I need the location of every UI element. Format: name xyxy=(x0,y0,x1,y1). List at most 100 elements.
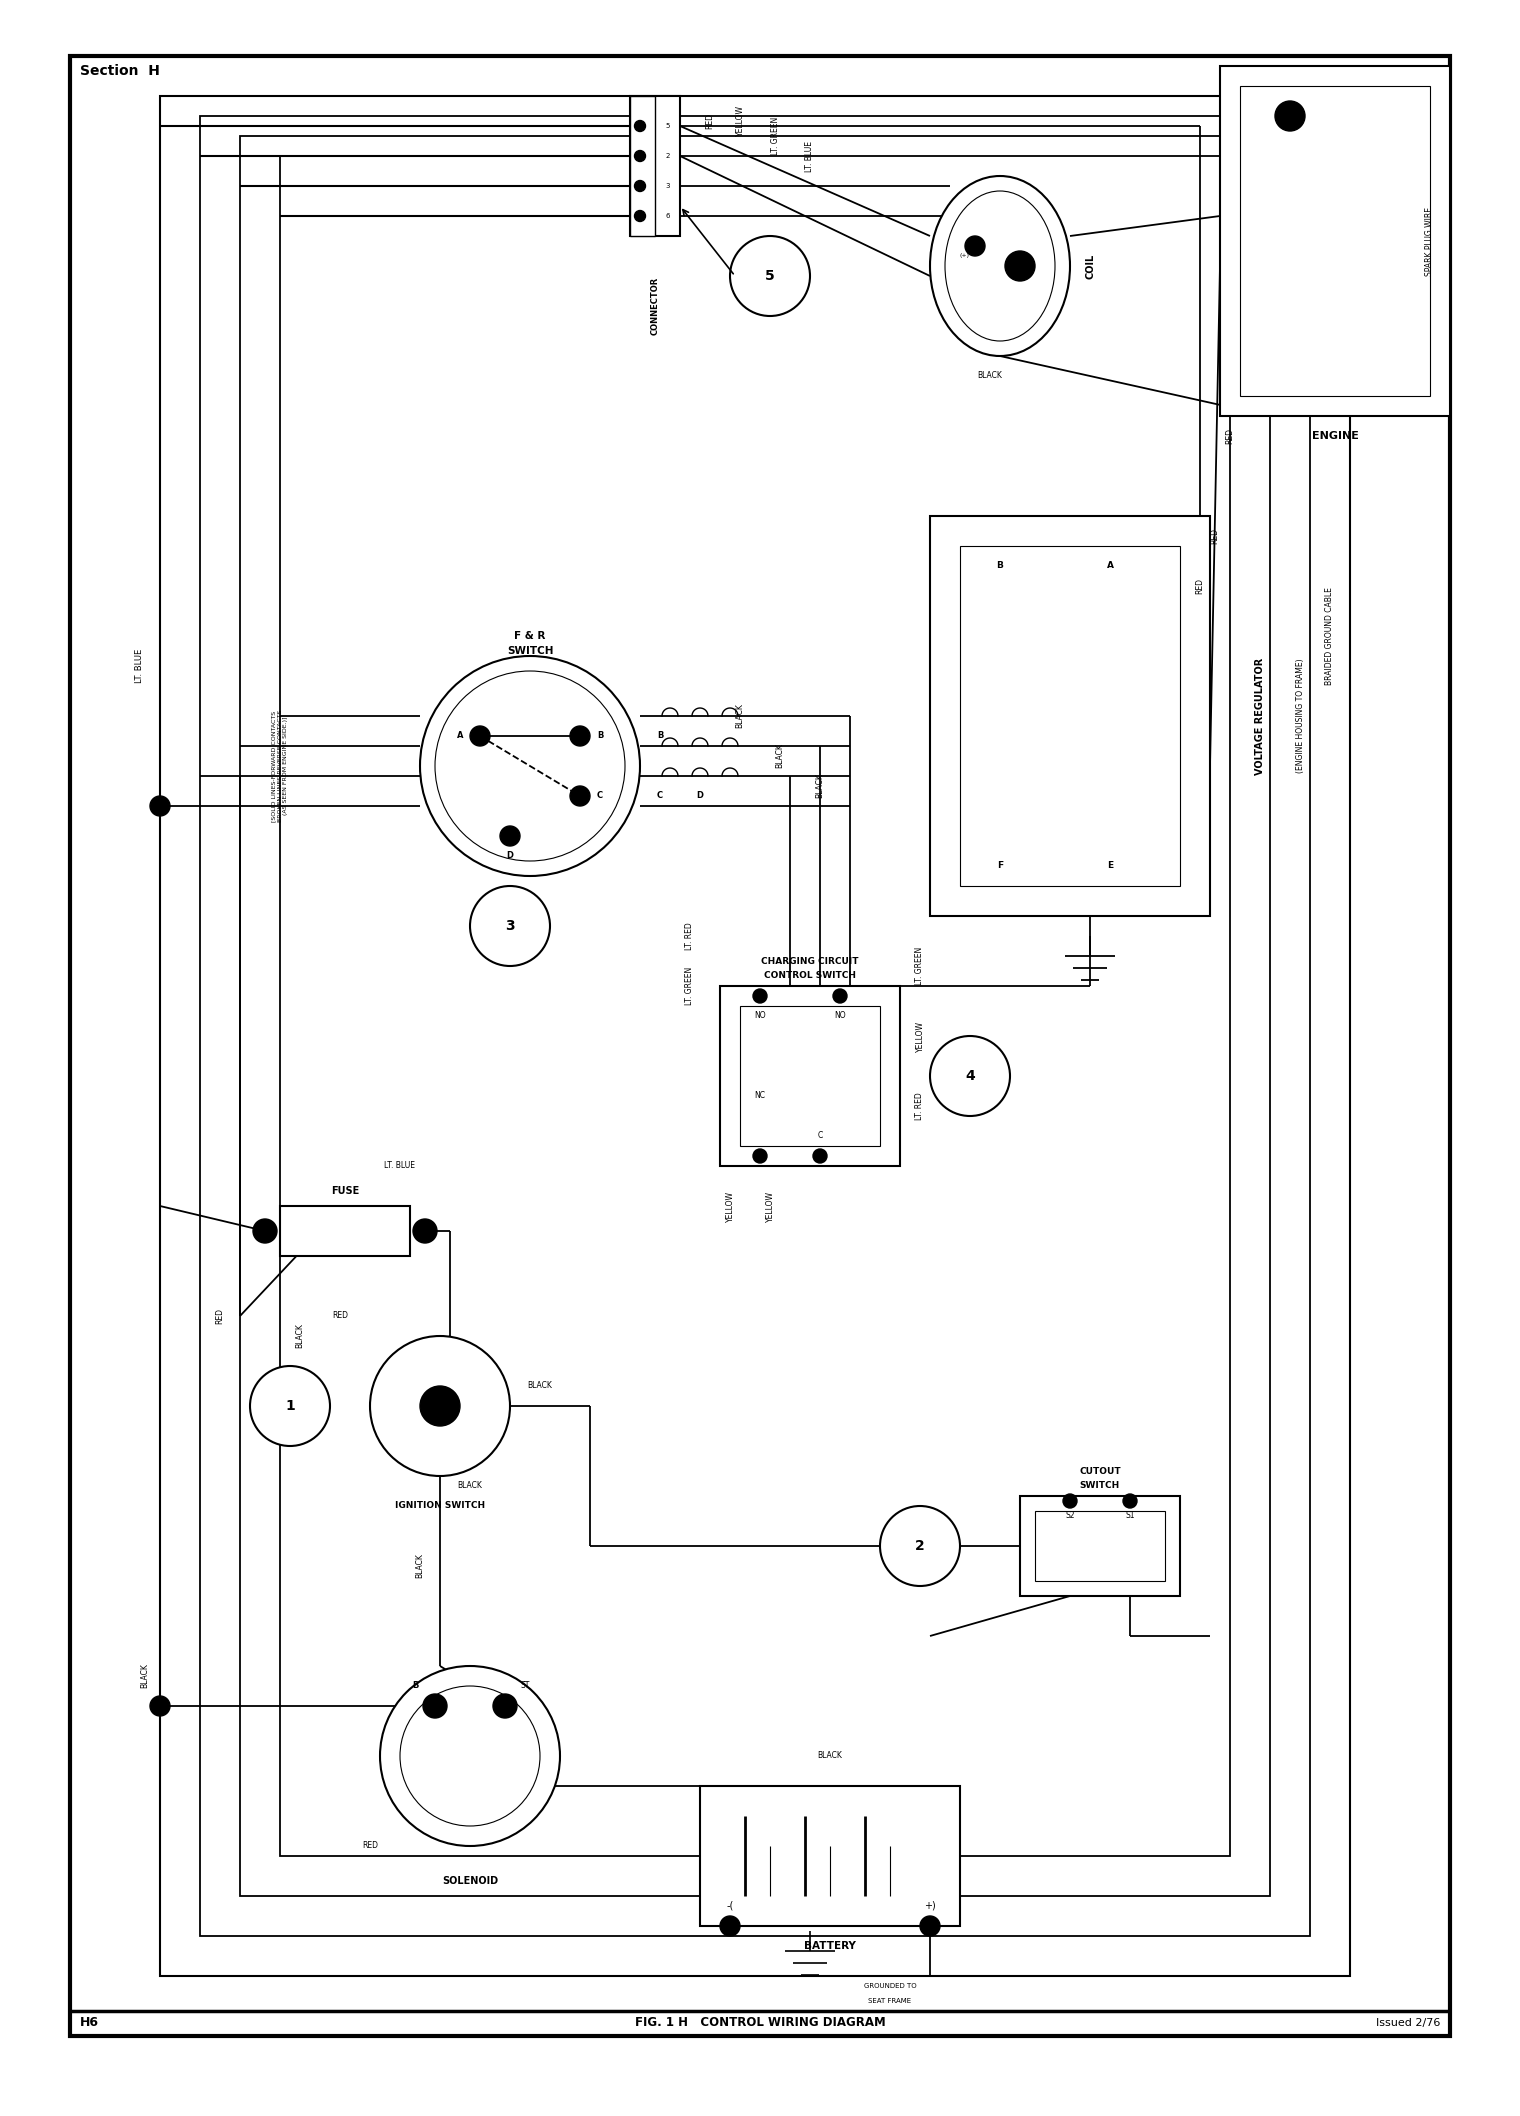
Text: RED: RED xyxy=(1196,578,1204,595)
Text: Section  H: Section H xyxy=(81,63,160,78)
Text: NO: NO xyxy=(754,1011,766,1020)
Bar xyxy=(201,116,1310,1936)
Text: (ENGINE HOUSING TO FRAME): (ENGINE HOUSING TO FRAME) xyxy=(1295,658,1304,772)
Bar xyxy=(1221,66,1450,417)
Text: LT. RED: LT. RED xyxy=(915,1092,924,1119)
Text: CUTOUT: CUTOUT xyxy=(1079,1466,1120,1475)
Text: NC: NC xyxy=(754,1092,766,1100)
Text: BLACK: BLACK xyxy=(415,1553,424,1579)
Text: LT. GREEN: LT. GREEN xyxy=(686,967,695,1005)
Text: SWITCH: SWITCH xyxy=(506,645,553,656)
Text: COIL: COIL xyxy=(1085,254,1094,279)
Text: D: D xyxy=(696,791,704,800)
Circle shape xyxy=(435,671,625,861)
Circle shape xyxy=(965,237,985,256)
Text: B: B xyxy=(412,1682,418,1691)
Text: BATTERY: BATTERY xyxy=(804,1940,856,1951)
Text: 4: 4 xyxy=(965,1069,974,1083)
Text: YELLOW: YELLOW xyxy=(725,1191,734,1221)
Ellipse shape xyxy=(930,176,1070,355)
Bar xyxy=(629,95,655,237)
Text: D: D xyxy=(506,851,514,861)
Text: 5: 5 xyxy=(666,123,670,129)
Text: BLACK: BLACK xyxy=(816,774,824,798)
Text: VOLTAGE REGULATOR: VOLTAGE REGULATOR xyxy=(1256,658,1265,774)
Circle shape xyxy=(720,1915,740,1936)
Text: A: A xyxy=(1107,561,1114,571)
Circle shape xyxy=(634,180,646,193)
Text: CONNECTOR: CONNECTOR xyxy=(651,277,660,334)
Circle shape xyxy=(813,1149,827,1164)
Text: 2: 2 xyxy=(915,1538,924,1553)
Circle shape xyxy=(930,1037,1009,1115)
Text: BLACK: BLACK xyxy=(818,1752,842,1761)
Text: FIG. 1 H   CONTROL WIRING DIAGRAM: FIG. 1 H CONTROL WIRING DIAGRAM xyxy=(635,2017,885,2029)
Text: [SOLID LINES-FORWARD CONTACTS
BROKEN LINES-REVERSE CONTACTS
(AS SEEN FROM ENGINE: [SOLID LINES-FORWARD CONTACTS BROKEN LIN… xyxy=(272,709,289,823)
Text: B: B xyxy=(597,732,603,741)
Circle shape xyxy=(880,1507,961,1587)
Text: SEAT FRAME: SEAT FRAME xyxy=(868,1998,912,2004)
Text: YELLOW: YELLOW xyxy=(736,106,745,138)
Bar xyxy=(930,516,1210,916)
Circle shape xyxy=(570,785,590,806)
Text: SWITCH: SWITCH xyxy=(1079,1481,1120,1490)
Text: SOLENOID: SOLENOID xyxy=(442,1877,499,1885)
Text: RED: RED xyxy=(1225,427,1234,444)
Text: BLACK: BLACK xyxy=(458,1481,482,1490)
Text: S1: S1 xyxy=(1125,1511,1135,1521)
Bar xyxy=(160,95,1350,1976)
Circle shape xyxy=(369,1335,511,1477)
Text: LT. BLUE: LT. BLUE xyxy=(385,1162,415,1170)
Text: S2: S2 xyxy=(1066,1511,1075,1521)
Text: F & R: F & R xyxy=(514,631,546,641)
Circle shape xyxy=(920,1915,939,1936)
Circle shape xyxy=(150,1697,170,1716)
Text: YELLOW: YELLOW xyxy=(766,1191,775,1221)
Text: 1: 1 xyxy=(286,1399,295,1413)
Text: CONTROL SWITCH: CONTROL SWITCH xyxy=(765,971,856,980)
Circle shape xyxy=(492,1695,517,1718)
Text: GROUNDED TO: GROUNDED TO xyxy=(863,1983,917,1989)
Circle shape xyxy=(252,1219,277,1242)
Circle shape xyxy=(730,237,810,315)
Circle shape xyxy=(634,150,646,161)
Circle shape xyxy=(413,1219,438,1242)
Text: C: C xyxy=(657,791,663,800)
Circle shape xyxy=(570,726,590,747)
Text: BLACK: BLACK xyxy=(775,743,784,768)
Circle shape xyxy=(752,988,768,1003)
Text: RED: RED xyxy=(362,1841,378,1852)
Text: Issued 2/76: Issued 2/76 xyxy=(1376,2019,1439,2027)
Text: ENGINE: ENGINE xyxy=(1312,432,1359,440)
Text: LT. BLUE: LT. BLUE xyxy=(135,650,144,683)
Text: BLACK: BLACK xyxy=(527,1382,552,1390)
Text: NO: NO xyxy=(834,1011,845,1020)
Bar xyxy=(1035,1511,1164,1581)
Text: 2: 2 xyxy=(666,152,670,159)
Text: +): +) xyxy=(924,1900,936,1911)
Bar xyxy=(961,546,1180,887)
Ellipse shape xyxy=(945,190,1055,341)
Bar xyxy=(701,1786,961,1926)
Text: B: B xyxy=(997,561,1003,571)
Circle shape xyxy=(1123,1494,1137,1509)
Text: BLACK: BLACK xyxy=(140,1663,149,1689)
Circle shape xyxy=(634,121,646,131)
Text: -(: -( xyxy=(727,1900,734,1911)
Text: A: A xyxy=(456,732,464,741)
Circle shape xyxy=(380,1665,559,1845)
Text: LT. GREEN: LT. GREEN xyxy=(915,946,924,986)
Text: (+): (+) xyxy=(961,254,970,258)
Text: RED: RED xyxy=(216,1308,225,1325)
Bar xyxy=(280,1206,410,1257)
Text: C: C xyxy=(818,1132,822,1141)
Circle shape xyxy=(1062,1494,1078,1509)
Text: LT. RED: LT. RED xyxy=(686,923,695,950)
Bar xyxy=(740,1005,880,1147)
Text: C: C xyxy=(597,791,603,800)
Text: RED: RED xyxy=(705,112,714,129)
Text: BLACK: BLACK xyxy=(977,372,1002,381)
Text: 5: 5 xyxy=(765,269,775,284)
Bar xyxy=(629,95,679,237)
Text: LT. GREEN: LT. GREEN xyxy=(771,116,780,154)
